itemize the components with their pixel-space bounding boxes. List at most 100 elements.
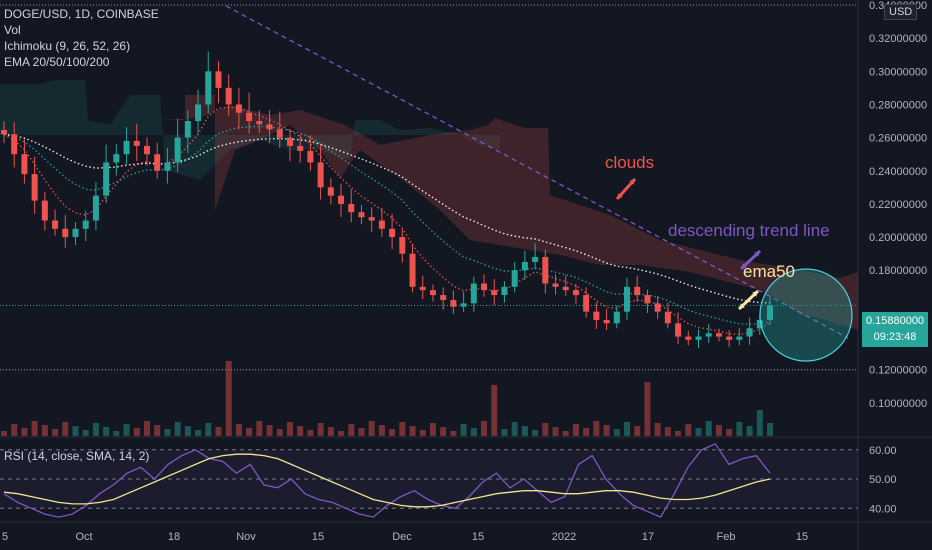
trend-arrow-head [754, 251, 760, 257]
candle [767, 305, 773, 320]
volume-bar [123, 424, 130, 436]
volume-bar [174, 422, 181, 436]
rsi-pane [0, 443, 858, 518]
candle [205, 71, 212, 105]
volume-bar [501, 429, 508, 436]
candle [266, 124, 273, 130]
candle [450, 300, 457, 307]
volume-bar [368, 421, 375, 436]
last-price: 0.15880000 [865, 315, 925, 327]
cloud-bull [0, 80, 500, 180]
ichimoku-cloud [0, 80, 858, 330]
volume-bar [685, 424, 692, 436]
candle [542, 256, 549, 284]
volume-bar [736, 422, 743, 436]
candle [429, 290, 436, 296]
volume-bar [429, 423, 436, 436]
candle [174, 137, 181, 163]
candle [225, 87, 232, 105]
volume-bar [756, 410, 763, 436]
candle [511, 270, 518, 287]
highlight-circle [759, 268, 853, 362]
rsi-label[interactable]: RSI (14, close, SMA, 14, 2) [4, 449, 150, 463]
time-tick-label: Feb [717, 531, 736, 543]
time-tick-label: Nov [236, 531, 256, 543]
candle [215, 71, 222, 88]
clouds-arrow-head [617, 193, 623, 199]
candle [338, 195, 345, 204]
candle [409, 253, 416, 287]
candle [644, 295, 651, 304]
candle [195, 104, 202, 122]
annotation-ema50: ema50 [743, 262, 795, 281]
candle [705, 333, 712, 337]
volume-bar [470, 428, 477, 436]
candle [92, 195, 99, 221]
volume-bar [338, 431, 345, 436]
volume-bar [215, 427, 222, 436]
candle [62, 228, 69, 238]
volume-bar [481, 421, 488, 436]
ema50-line [3, 125, 771, 326]
bar-countdown: 09:23:48 [873, 331, 917, 343]
candle [715, 333, 722, 337]
candle [481, 283, 488, 291]
vol-label[interactable]: Vol [4, 23, 21, 37]
candle [634, 286, 641, 296]
candle [440, 295, 447, 301]
candle [143, 145, 150, 155]
ema50-arrow-head [752, 291, 758, 297]
candle [297, 145, 304, 151]
rsi-line [3, 443, 771, 518]
volume-bar [225, 361, 232, 436]
time-tick-label: 15 [472, 531, 484, 543]
rsi-ma-line [3, 453, 771, 508]
volume-bar [634, 426, 641, 436]
trend-line-layer [225, 5, 849, 339]
price-tick-label: 0.26000000 [869, 133, 927, 145]
price-tick-label: 0.12000000 [869, 365, 927, 377]
volume-bar [307, 430, 314, 436]
candle [256, 121, 263, 125]
price-tick-label: 0.22000000 [869, 199, 927, 211]
volume-bar [82, 430, 89, 436]
time-tick-label: Dec [392, 531, 412, 543]
volume-bar [440, 427, 447, 436]
candle [746, 328, 753, 337]
candle [583, 295, 590, 312]
candle [389, 228, 396, 238]
candle [736, 336, 743, 340]
candle [675, 323, 682, 337]
volume-bar [317, 423, 324, 436]
volume-bar [103, 427, 110, 436]
volume-bar [62, 422, 69, 436]
volume-bar [389, 429, 396, 436]
symbol-title[interactable]: DOGE/USD, 1D, COINBASE [4, 7, 159, 21]
price-tick-label: 0.32000000 [869, 33, 927, 45]
candle [726, 336, 733, 340]
candle [307, 150, 314, 163]
candle [164, 162, 171, 171]
volume-bars [1, 361, 773, 436]
candle [327, 187, 334, 196]
candle [358, 212, 365, 218]
candle [82, 220, 89, 229]
volume-bar [113, 431, 120, 436]
price-tick-label: 0.28000000 [869, 99, 927, 111]
volume-bar [143, 421, 150, 436]
price-tick-label: 0.30000000 [869, 66, 927, 78]
ichimoku-label[interactable]: Ichimoku (9, 26, 52, 26) [4, 39, 131, 53]
currency-badge[interactable]: USD [884, 4, 918, 20]
price-tick-label: 0.18000000 [869, 265, 927, 277]
candle [552, 283, 559, 287]
candle [246, 112, 253, 122]
volume-bar [603, 425, 610, 436]
candle [695, 336, 702, 340]
ema-label[interactable]: EMA 20/50/100/200 [4, 55, 110, 69]
volume-bar [419, 430, 426, 436]
candle [491, 290, 498, 296]
candle [470, 283, 477, 304]
volume-bar [767, 423, 773, 436]
volume-bar [164, 429, 171, 436]
